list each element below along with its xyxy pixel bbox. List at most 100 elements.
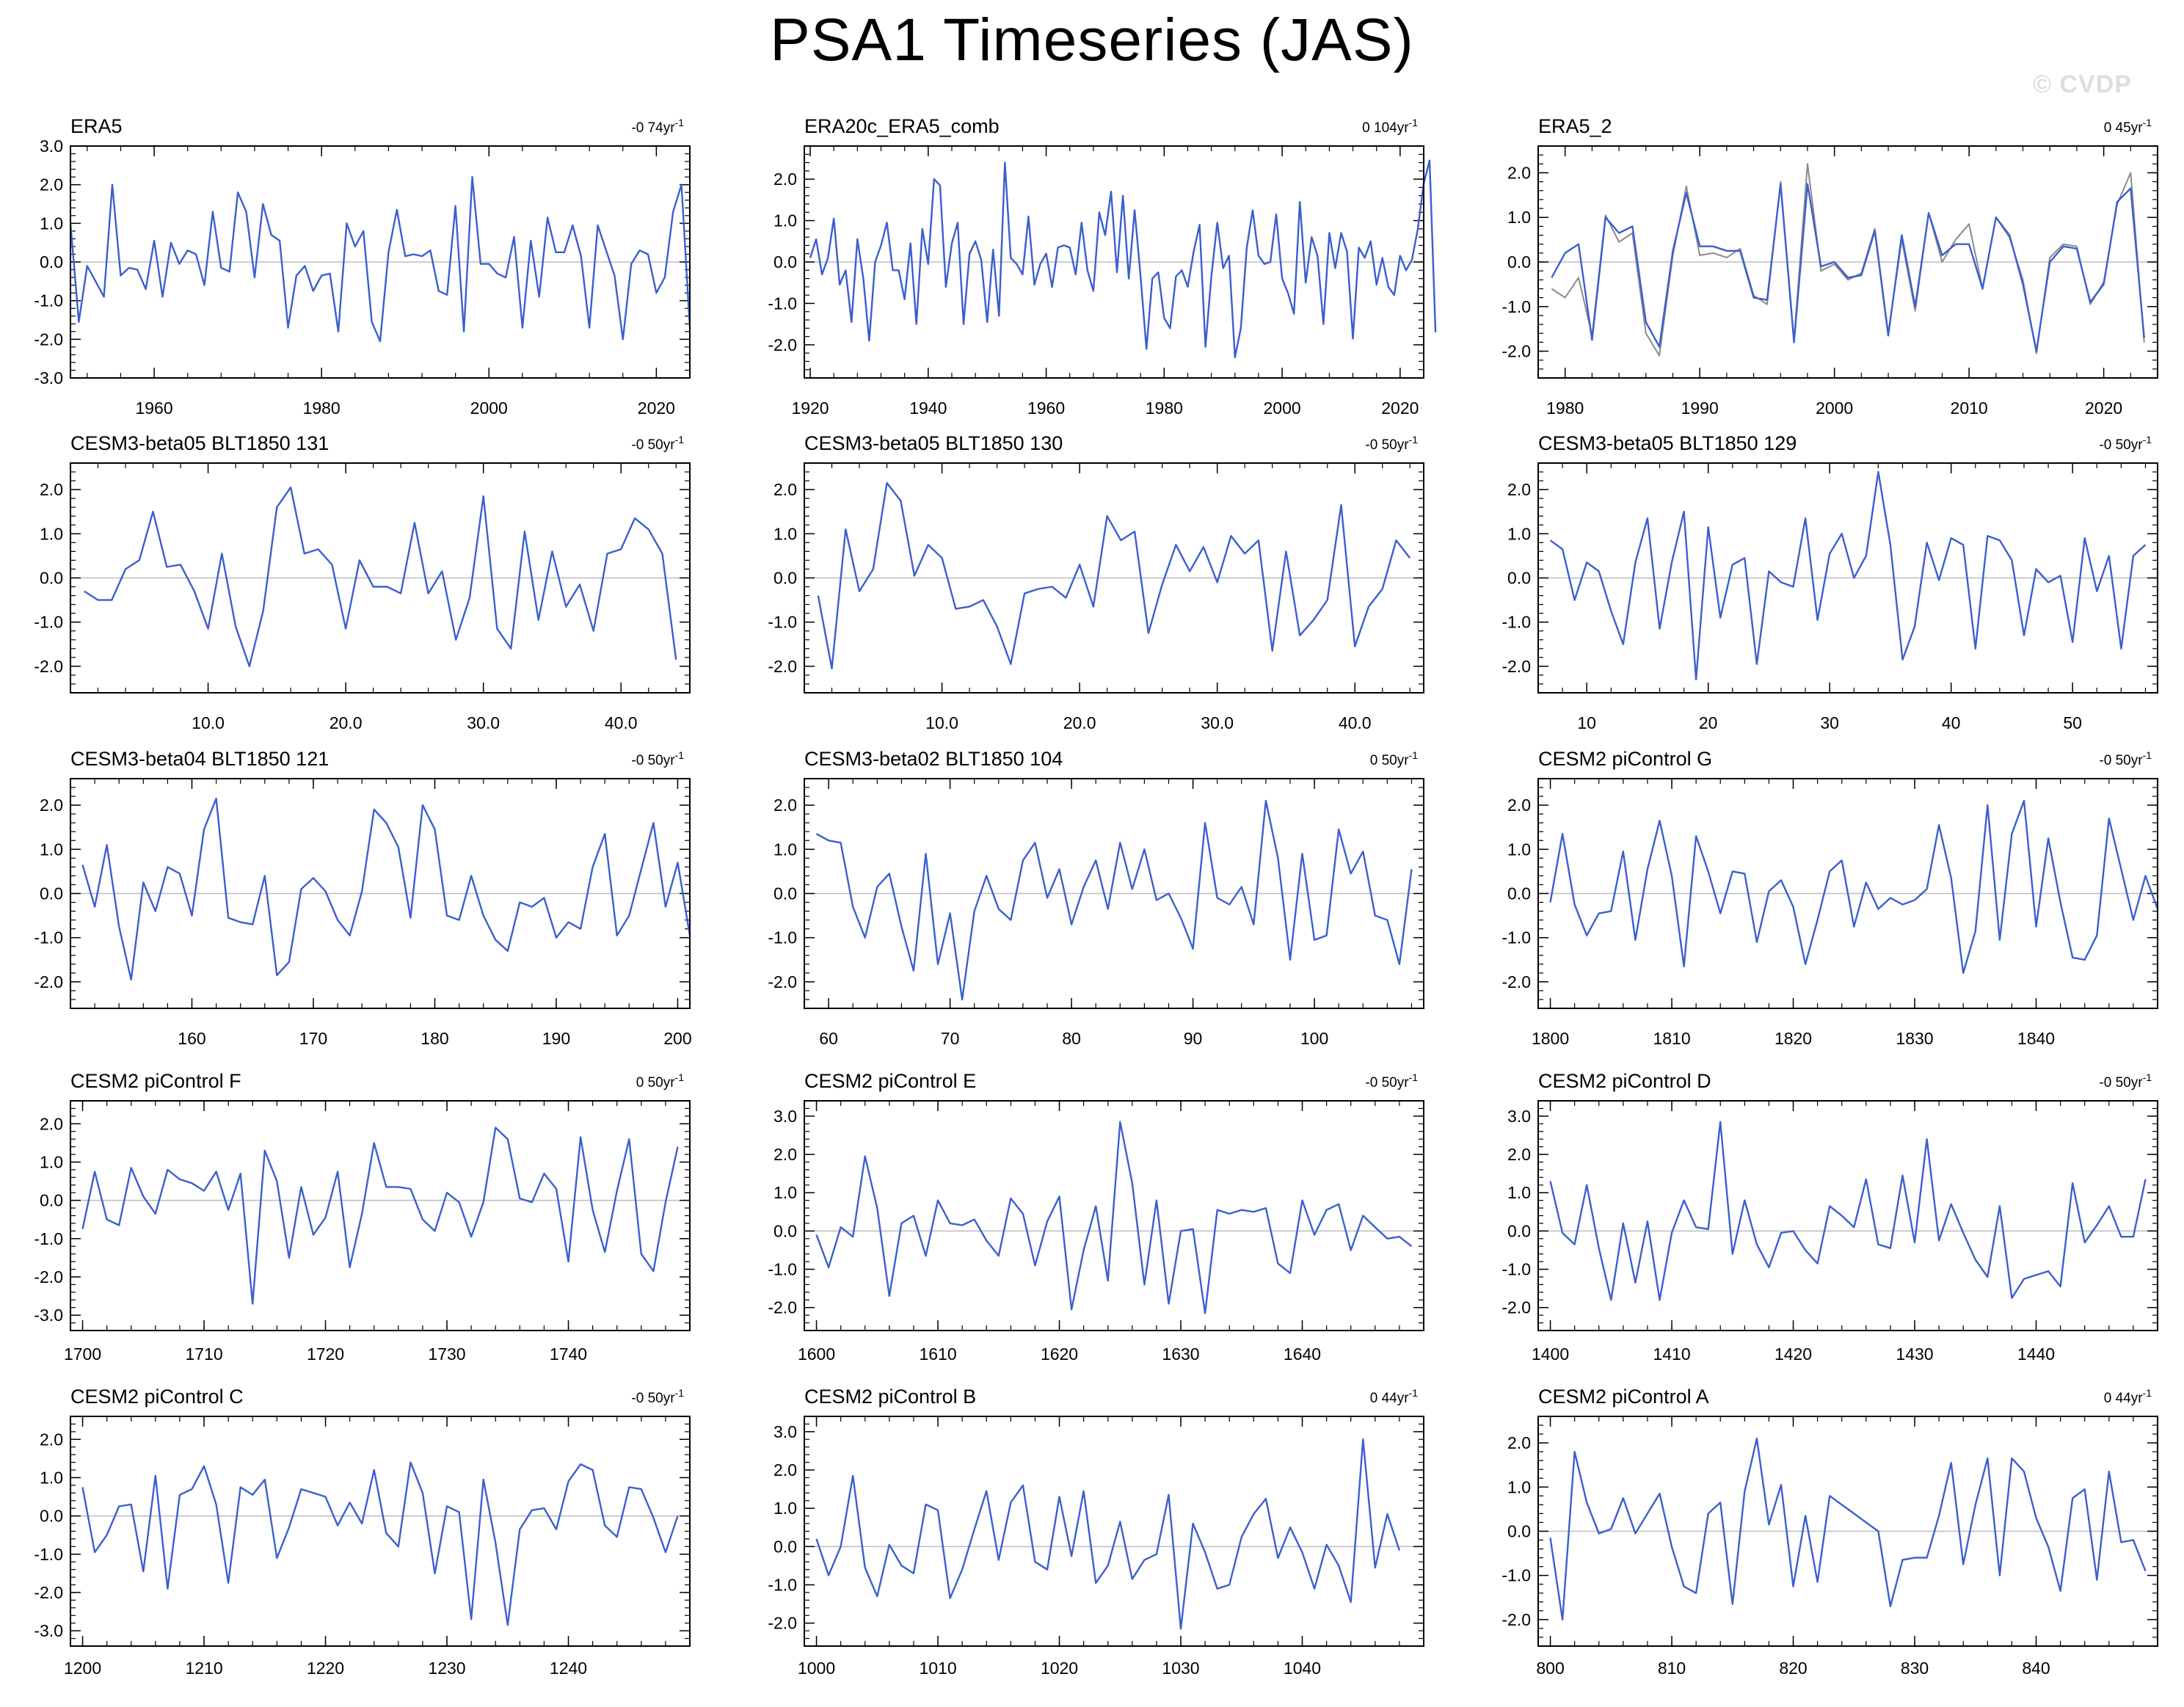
x-tick-label: 50 — [2063, 713, 2082, 732]
trend-label: 0 45yr-1 — [2104, 117, 2152, 136]
plot-frame — [804, 462, 1424, 694]
x-tick-label: 1920 — [791, 398, 829, 418]
x-tick-label: 1610 — [919, 1344, 956, 1364]
y-tick-label: 2.0 — [40, 480, 63, 499]
x-tick-label: 1620 — [1041, 1344, 1078, 1364]
panel-13: CESM2 piControl C -0 50yr-1 -3.0 -2.0 -1.0 0.… — [34, 1386, 691, 1678]
x-tick-label: 1010 — [919, 1659, 956, 1678]
x-tick-label: 840 — [2022, 1659, 2050, 1678]
panel-9: CESM2 piControl G -0 50yr-1 -2.0 -1.0 0.0 1.0… — [1502, 748, 2159, 1048]
x-tick-label: 1210 — [185, 1659, 222, 1678]
x-tick-label: 40.0 — [605, 713, 638, 732]
y-tick-label: -2.0 — [768, 972, 797, 991]
y-tick-label: 0.0 — [1507, 1221, 1531, 1240]
panel-12: CESM2 piControl D -0 50yr-1 -2.0 -1.0 0.0 1.0… — [1502, 1070, 2158, 1364]
watermark: © CVDP — [2033, 70, 2132, 98]
y-tick-label: 1.0 — [1507, 524, 1531, 543]
plot-frame — [1537, 462, 2158, 694]
trend-label: -0 50yr-1 — [2099, 749, 2152, 768]
y-tick-label: 2.0 — [40, 1430, 63, 1449]
y-tick-label: -1.0 — [34, 928, 63, 947]
x-tick-label: 830 — [1901, 1659, 1929, 1678]
x-tick-label: 1430 — [1896, 1344, 1933, 1364]
y-tick-label: -1.0 — [1502, 613, 1531, 632]
y-tick-label: 1.0 — [40, 524, 63, 543]
series-line-primary — [1549, 1121, 2147, 1301]
y-tick-label: -2.0 — [1502, 972, 1531, 991]
series-line-primary — [1549, 1437, 2147, 1621]
x-tick-label: 1630 — [1162, 1344, 1199, 1364]
y-tick-label: -1.0 — [1502, 1260, 1531, 1279]
y-tick-label: 1.0 — [1507, 1183, 1531, 1202]
y-tick-label: 1.0 — [774, 524, 797, 543]
x-tick-label: 1730 — [428, 1344, 465, 1364]
panel-title: CESM2 piControl F — [70, 1070, 241, 1092]
y-tick-label: 2.0 — [774, 1460, 797, 1479]
x-tick-label: 1960 — [1027, 398, 1065, 418]
x-tick-label: 1400 — [1532, 1344, 1569, 1364]
y-tick-label: 1.0 — [40, 1468, 63, 1487]
y-tick-label: 0.0 — [1507, 1522, 1531, 1541]
plot-frame — [804, 778, 1424, 1009]
x-tick-label: 20.0 — [1063, 713, 1096, 732]
x-tick-label: 10 — [1577, 713, 1596, 732]
series-line-secondary — [1551, 163, 2145, 357]
y-tick-label: 1.0 — [774, 211, 797, 230]
series-line-primary — [69, 175, 691, 343]
x-tick-label: 20.0 — [330, 713, 363, 732]
x-tick-label: 70 — [941, 1029, 960, 1048]
panel-title: CESM2 piControl G — [1538, 748, 1712, 770]
y-tick-label: -2.0 — [768, 335, 797, 354]
trend-label: -0 50yr-1 — [2099, 1071, 2152, 1091]
y-tick-label: 2.0 — [774, 1145, 797, 1164]
y-tick-label: -2.0 — [34, 1583, 63, 1602]
y-tick-label: 1.0 — [774, 840, 797, 859]
x-tick-label: 1700 — [64, 1344, 101, 1364]
panel-title: CESM3-beta05 BLT1850 131 — [70, 432, 329, 454]
x-tick-label: 1220 — [307, 1659, 344, 1678]
panel-title: CESM2 piControl A — [1538, 1386, 1709, 1408]
series-line-primary — [815, 1121, 1413, 1314]
plot-frame — [804, 145, 1424, 379]
x-tick-label: 1830 — [1896, 1029, 1933, 1048]
y-tick-label: 0.0 — [1507, 884, 1531, 903]
series-line-primary — [817, 481, 1411, 670]
x-tick-label: 1960 — [135, 398, 172, 418]
y-tick-label: 1.0 — [774, 1499, 797, 1518]
x-tick-label: 160 — [178, 1029, 205, 1048]
panel-title: CESM2 piControl E — [804, 1070, 976, 1092]
series-line-primary — [815, 1438, 1401, 1630]
x-tick-label: 1980 — [1546, 398, 1584, 418]
plot-frame — [70, 145, 691, 379]
panel-title: ERA5_2 — [1538, 115, 1612, 137]
y-tick-label: -2.0 — [34, 657, 63, 676]
y-tick-label: -2.0 — [1502, 1610, 1531, 1629]
x-tick-label: 1840 — [2017, 1029, 2055, 1048]
panel-2: ERA20c_ERA5_comb 0 104yr-1 -2.0 -1.0 0.0 1.0 2… — [768, 115, 1437, 418]
panel-5: CESM3-beta05 BLT1850 130 -0 50yr-1 -2.0 -1.… — [768, 432, 1424, 732]
y-tick-label: 0.0 — [40, 1507, 63, 1526]
x-tick-label: 2000 — [470, 398, 508, 418]
x-tick-label: 1230 — [428, 1659, 465, 1678]
x-tick-label: 1640 — [1284, 1344, 1321, 1364]
x-tick-label: 1710 — [185, 1344, 222, 1364]
panel-14: CESM2 piControl B 0 44yr-1 -2.0 -1.0 0.0 1.0 2… — [768, 1386, 1424, 1678]
y-tick-label: 1.0 — [40, 840, 63, 859]
panel-title: CESM3-beta02 BLT1850 104 — [804, 748, 1063, 770]
x-tick-label: 170 — [299, 1029, 327, 1048]
x-tick-label: 200 — [663, 1029, 691, 1048]
x-tick-label: 1940 — [909, 398, 947, 418]
x-tick-label: 1420 — [1774, 1344, 1812, 1364]
trend-label: -0 50yr-1 — [1365, 1071, 1418, 1091]
series-line-secondary — [809, 159, 1437, 358]
y-tick-label: -2.0 — [34, 972, 63, 991]
series-line-primary — [81, 1461, 679, 1626]
y-tick-label: -1.0 — [1502, 928, 1531, 947]
panel-15: CESM2 piControl A 0 44yr-1 -2.0 -1.0 0.0 1.0 2… — [1502, 1386, 2158, 1678]
y-tick-label: 1.0 — [1507, 1477, 1531, 1496]
panel-title: CESM2 piControl C — [70, 1386, 244, 1408]
trend-label: 0 50yr-1 — [636, 1071, 684, 1091]
x-tick-label: 90 — [1184, 1029, 1203, 1048]
x-tick-label: 1990 — [1681, 398, 1719, 418]
y-tick-label: 0.0 — [40, 1191, 63, 1210]
